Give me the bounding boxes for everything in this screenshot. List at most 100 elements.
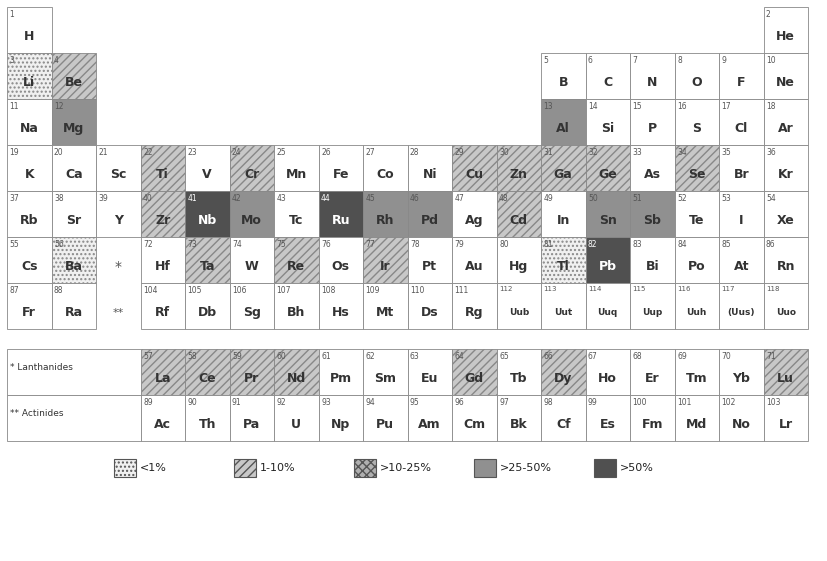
Text: Uuq: Uuq bbox=[598, 309, 618, 318]
Bar bbox=[586, 53, 630, 99]
Text: 20: 20 bbox=[54, 148, 64, 157]
Text: 74: 74 bbox=[232, 240, 241, 249]
Bar bbox=[452, 395, 496, 441]
Text: 30: 30 bbox=[499, 148, 509, 157]
Text: 76: 76 bbox=[321, 240, 331, 249]
Bar bbox=[630, 53, 675, 99]
Text: 39: 39 bbox=[98, 194, 108, 203]
Text: 25: 25 bbox=[276, 148, 286, 157]
Text: Si: Si bbox=[601, 122, 614, 135]
Text: Mt: Mt bbox=[376, 306, 394, 319]
Text: La: La bbox=[155, 373, 171, 385]
Text: Yb: Yb bbox=[733, 373, 750, 385]
Text: <1%: <1% bbox=[140, 463, 166, 473]
Text: 100: 100 bbox=[633, 398, 647, 407]
Text: 71: 71 bbox=[766, 352, 776, 361]
Bar bbox=[141, 191, 185, 237]
Text: Bi: Bi bbox=[645, 260, 659, 273]
Text: Rb: Rb bbox=[20, 214, 39, 227]
Text: Re: Re bbox=[287, 260, 305, 273]
Bar bbox=[541, 145, 586, 191]
Text: Cu: Cu bbox=[466, 168, 483, 181]
Bar bbox=[586, 395, 630, 441]
Text: Es: Es bbox=[600, 419, 615, 431]
Bar bbox=[452, 349, 496, 395]
Text: 84: 84 bbox=[677, 240, 686, 249]
Bar bbox=[541, 191, 586, 237]
Bar bbox=[230, 237, 274, 283]
Text: Lr: Lr bbox=[779, 419, 793, 431]
Text: 58: 58 bbox=[188, 352, 197, 361]
Text: B: B bbox=[558, 76, 568, 89]
Text: Bk: Bk bbox=[510, 419, 528, 431]
Bar bbox=[675, 53, 719, 99]
Bar bbox=[474, 459, 495, 477]
Text: 43: 43 bbox=[276, 194, 286, 203]
Text: Mg: Mg bbox=[63, 122, 84, 135]
Text: >10-25%: >10-25% bbox=[380, 463, 432, 473]
Bar bbox=[230, 283, 274, 329]
Bar bbox=[594, 459, 615, 477]
Text: 31: 31 bbox=[543, 148, 553, 157]
Text: 10: 10 bbox=[766, 56, 776, 65]
Bar bbox=[630, 191, 675, 237]
Bar bbox=[185, 283, 230, 329]
Text: *: * bbox=[115, 260, 122, 274]
Text: 5: 5 bbox=[543, 56, 548, 65]
Text: Ba: Ba bbox=[65, 260, 83, 273]
Text: U: U bbox=[291, 419, 301, 431]
Text: 61: 61 bbox=[321, 352, 331, 361]
Text: 69: 69 bbox=[677, 352, 686, 361]
Text: W: W bbox=[245, 260, 259, 273]
Text: Db: Db bbox=[198, 306, 217, 319]
Bar bbox=[51, 145, 96, 191]
Bar bbox=[230, 191, 274, 237]
Text: Ce: Ce bbox=[198, 373, 216, 385]
Bar bbox=[363, 191, 408, 237]
Text: Uut: Uut bbox=[554, 309, 572, 318]
Text: 81: 81 bbox=[543, 240, 553, 249]
Bar bbox=[541, 53, 586, 99]
Text: Er: Er bbox=[645, 373, 660, 385]
Text: N: N bbox=[647, 76, 657, 89]
Text: 4: 4 bbox=[54, 56, 59, 65]
Bar bbox=[630, 237, 675, 283]
Text: 92: 92 bbox=[276, 398, 286, 407]
Bar bbox=[496, 395, 541, 441]
Text: Ne: Ne bbox=[777, 76, 796, 89]
Text: 48: 48 bbox=[499, 194, 509, 203]
Text: * Lanthanides: * Lanthanides bbox=[10, 363, 73, 372]
Text: 6: 6 bbox=[588, 56, 593, 65]
Text: Cs: Cs bbox=[21, 260, 37, 273]
Bar bbox=[96, 145, 141, 191]
Bar bbox=[675, 145, 719, 191]
Text: Hf: Hf bbox=[155, 260, 170, 273]
Text: Y: Y bbox=[114, 214, 122, 227]
Text: 102: 102 bbox=[721, 398, 736, 407]
Text: Cf: Cf bbox=[556, 419, 571, 431]
Text: Ca: Ca bbox=[65, 168, 83, 181]
Text: 117: 117 bbox=[721, 286, 735, 292]
Text: At: At bbox=[734, 260, 749, 273]
Text: 104: 104 bbox=[143, 286, 157, 295]
Text: 33: 33 bbox=[633, 148, 643, 157]
Bar bbox=[586, 145, 630, 191]
Text: Mn: Mn bbox=[285, 168, 307, 181]
Text: 3: 3 bbox=[9, 56, 14, 65]
Text: 54: 54 bbox=[766, 194, 776, 203]
Bar bbox=[7, 7, 51, 53]
Text: 22: 22 bbox=[143, 148, 152, 157]
Bar bbox=[719, 237, 763, 283]
Bar bbox=[541, 99, 586, 145]
Bar bbox=[408, 283, 452, 329]
Text: 49: 49 bbox=[543, 194, 553, 203]
Text: Pm: Pm bbox=[330, 373, 351, 385]
Text: Sr: Sr bbox=[66, 214, 81, 227]
Text: O: O bbox=[691, 76, 702, 89]
Text: Am: Am bbox=[418, 419, 441, 431]
Bar bbox=[51, 53, 96, 99]
Bar bbox=[675, 349, 719, 395]
Text: Nd: Nd bbox=[287, 373, 306, 385]
Text: 55: 55 bbox=[9, 240, 19, 249]
Bar bbox=[51, 237, 96, 283]
